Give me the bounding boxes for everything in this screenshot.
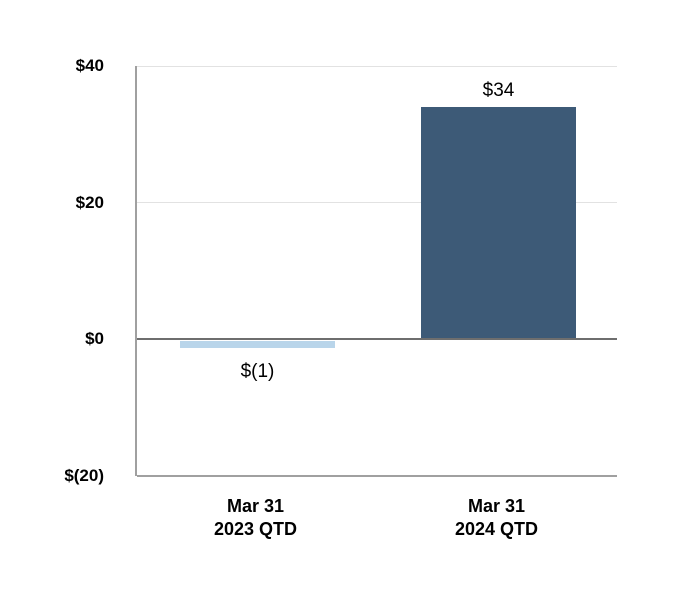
y-tick-label-0: $0 bbox=[85, 329, 104, 349]
y-tick-label-20: $20 bbox=[75, 192, 104, 212]
data-label-mar-31-2024-qtd: $34 bbox=[482, 80, 515, 101]
zero-line bbox=[137, 338, 617, 341]
bar-mar-31-2023-qtd bbox=[180, 340, 335, 348]
gridline-40 bbox=[137, 66, 617, 67]
bar-mar-31-2024-qtd bbox=[421, 107, 576, 339]
x-category-mar-31-2024-qtd: Mar 31 2024 QTD bbox=[454, 496, 539, 539]
gridline--20 bbox=[137, 475, 617, 477]
data-label-mar-31-2023-qtd: $(1) bbox=[240, 361, 275, 383]
y-tick-label-40: $40 bbox=[75, 56, 104, 75]
plot-area: $(1) $34 bbox=[135, 66, 617, 477]
gridline-20 bbox=[137, 201, 617, 203]
x-category-mar-31-2023-qtd: Mar 31 2023 QTD bbox=[213, 496, 298, 539]
y-tick-label-20: $(20) bbox=[64, 466, 104, 485]
